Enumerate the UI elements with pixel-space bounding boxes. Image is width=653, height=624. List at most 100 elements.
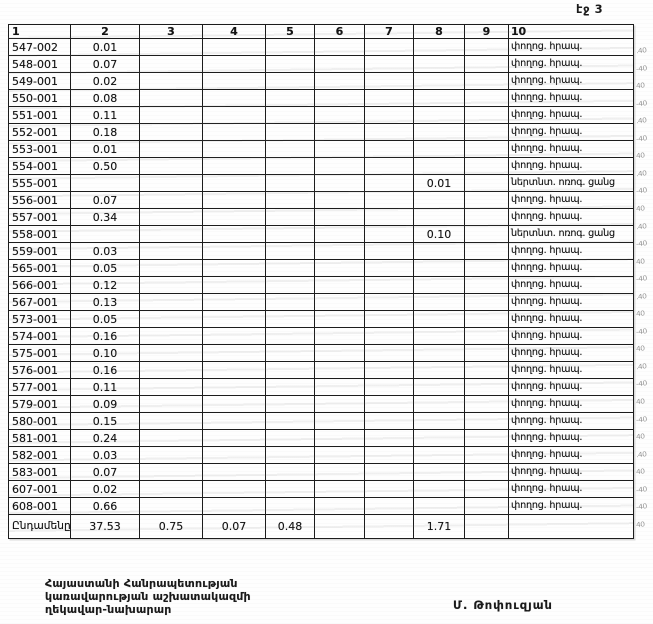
cell <box>202 310 266 328</box>
table-row: 565-001 0.05 փողոց. հրապ. <box>8 259 634 277</box>
cell <box>265 157 315 175</box>
cell <box>139 140 203 158</box>
table-row: 582-001 0.03 փողոց. հրապ. <box>8 446 634 464</box>
cell: 0.11 <box>70 378 140 396</box>
cell <box>314 225 365 243</box>
bleed-mark: .40 <box>635 291 647 301</box>
cell: 550-001 <box>8 89 71 107</box>
cell <box>314 174 365 192</box>
cell <box>139 106 203 124</box>
table-row: 583-001 0.07 փողոց. հրապ. <box>8 463 634 481</box>
cell: 553-001 <box>8 140 71 158</box>
cell <box>314 412 365 430</box>
cell <box>464 140 509 158</box>
cell <box>464 225 509 243</box>
cell <box>464 480 509 498</box>
table-row: 566-001 0.12 փողոց. հրապ. <box>8 276 634 294</box>
bleed-mark: -40 <box>635 414 648 424</box>
cell <box>265 140 315 158</box>
cell <box>413 242 465 260</box>
cell <box>464 310 509 328</box>
cell <box>139 310 203 328</box>
cell: 565-001 <box>8 259 71 277</box>
cell <box>202 327 266 345</box>
footer-line-3: ղեկավար-նախարար <box>45 602 172 616</box>
bleed-mark: -40 <box>635 98 648 108</box>
cell <box>265 463 315 481</box>
cell: 0.05 <box>70 259 140 277</box>
table-row: 555-001 0.01 ներտնտ. ոռոգ. ցանց <box>8 174 634 192</box>
cell <box>314 89 365 107</box>
cell <box>265 208 315 226</box>
cell: 1 <box>8 24 71 39</box>
cell <box>202 157 266 175</box>
cell <box>464 259 509 277</box>
cell <box>413 497 465 515</box>
cell <box>364 208 414 226</box>
cell: փողոց. հրապ. <box>508 123 634 141</box>
cell: 547-002 <box>8 38 71 56</box>
bleed-mark: 40 <box>635 467 645 477</box>
land-parcel-table-wrap: 1 2 3 4 5 6 7 8 9 10 547-002 0.01 փողոց. հրապ. 548-00… <box>8 24 634 539</box>
cell <box>413 208 465 226</box>
cell <box>314 514 365 539</box>
cell <box>202 276 266 294</box>
cell <box>364 157 414 175</box>
total-row: Ընդամենը 37.53 0.75 0.07 0.48 1.71 <box>8 514 634 539</box>
cell <box>413 446 465 464</box>
cell <box>314 480 365 498</box>
cell <box>464 293 509 311</box>
cell <box>202 191 266 209</box>
cell <box>314 395 365 413</box>
cell: 557-001 <box>8 208 71 226</box>
page-number-label: էջ 3 <box>576 2 604 16</box>
cell: 549-001 <box>8 72 71 90</box>
bleed-mark: 40 <box>635 256 645 266</box>
cell: 0.10 <box>70 344 140 362</box>
cell <box>139 225 203 243</box>
cell <box>413 259 465 277</box>
cell: փողոց. հրապ. <box>508 55 634 73</box>
table-row: 550-001 0.08 փողոց. հրապ. <box>8 89 634 107</box>
cell: 0.24 <box>70 429 140 447</box>
cell <box>364 106 414 124</box>
cell: փողոց. հրապ. <box>508 38 634 56</box>
cell: փողոց. հրապ. <box>508 259 634 277</box>
cell: Ընդամենը <box>8 514 71 539</box>
cell <box>265 276 315 294</box>
cell <box>413 310 465 328</box>
cell <box>413 140 465 158</box>
cell <box>314 344 365 362</box>
cell <box>413 89 465 107</box>
cell <box>464 157 509 175</box>
cell <box>314 361 365 379</box>
bleed-mark: .40 <box>635 116 647 126</box>
cell: 558-001 <box>8 225 71 243</box>
cell <box>202 429 266 447</box>
cell <box>265 242 315 260</box>
cell: փողոց. հրապ. <box>508 480 634 498</box>
cell: 0.01 <box>70 38 140 56</box>
bleed-mark: -40 <box>635 133 648 143</box>
bleed-mark: .40 <box>635 45 647 56</box>
cell: փողոց. հրապ. <box>508 361 634 379</box>
cell <box>413 463 465 481</box>
cell: 555-001 <box>8 174 71 192</box>
cell: 0.09 <box>70 395 140 413</box>
cell <box>202 140 266 158</box>
cell: 573-001 <box>8 310 71 328</box>
cell <box>265 480 315 498</box>
cell <box>413 72 465 90</box>
cell: 0.34 <box>70 208 140 226</box>
cell <box>314 429 365 447</box>
cell: 574-001 <box>8 327 71 345</box>
cell <box>413 480 465 498</box>
cell: 0.07 <box>70 55 140 73</box>
cell: 0.03 <box>70 242 140 260</box>
cell: 582-001 <box>8 446 71 464</box>
table-row: 547-002 0.01 փողոց. հրապ. <box>8 38 634 56</box>
cell <box>265 429 315 447</box>
cell <box>364 38 414 56</box>
cell <box>202 38 266 56</box>
